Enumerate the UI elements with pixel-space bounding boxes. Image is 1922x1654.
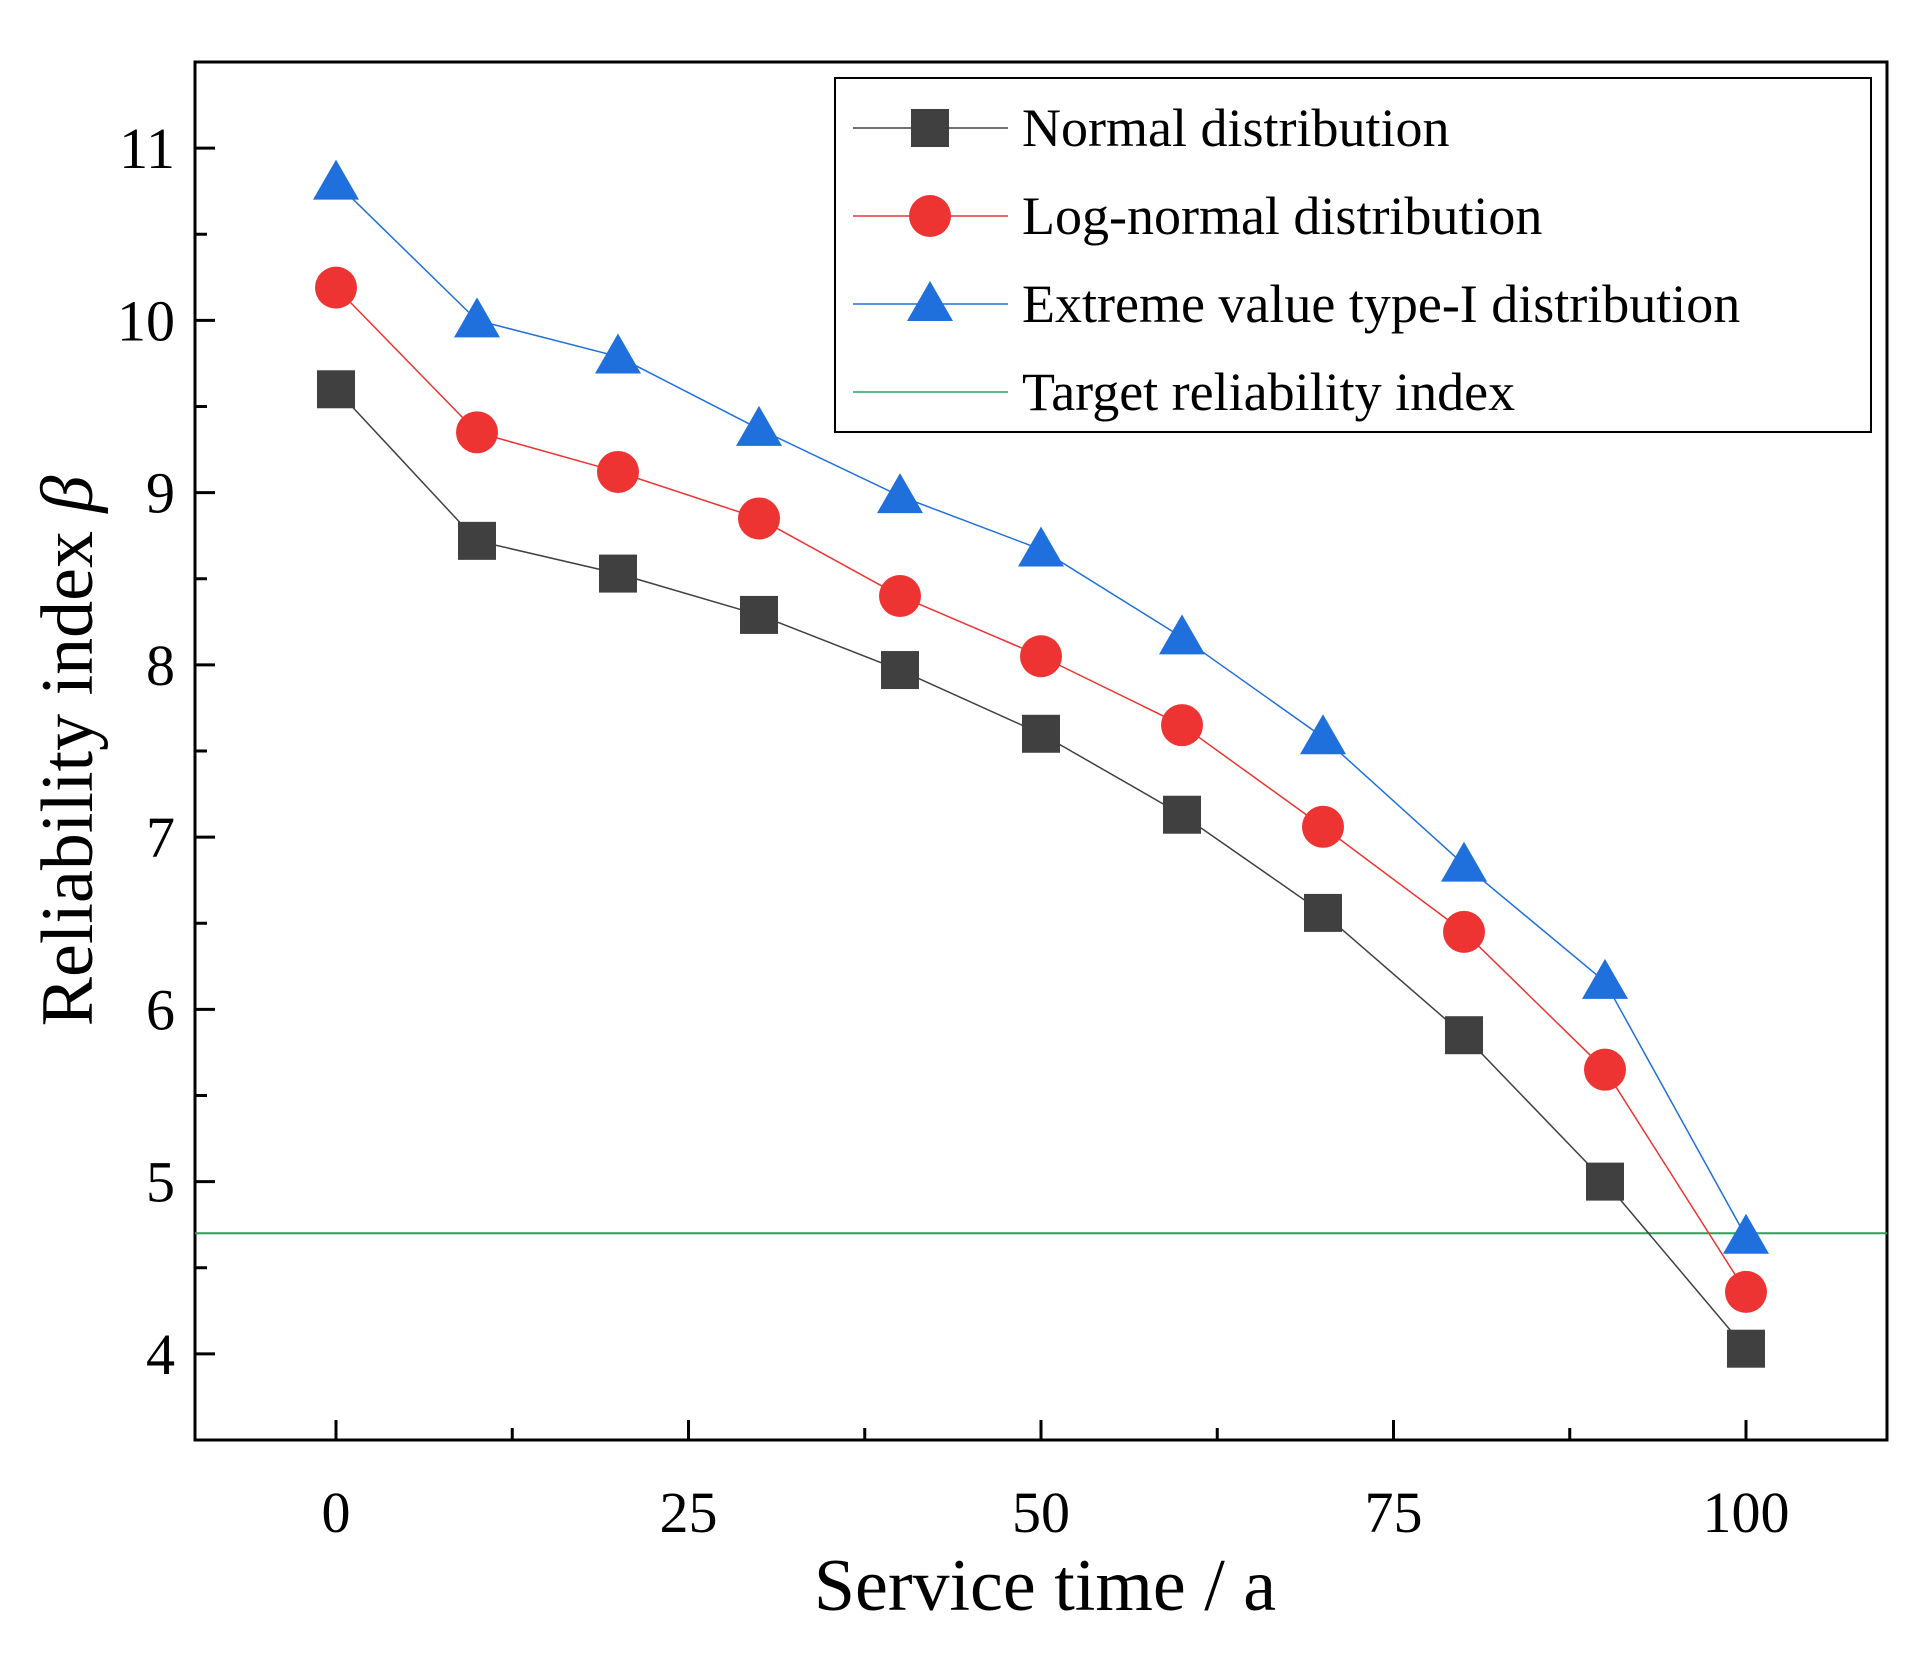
legend-label: Normal distribution: [1022, 98, 1449, 158]
y-tick-label: 4: [146, 1322, 175, 1387]
normal-distribution-point: [1022, 714, 1060, 753]
extreme-value-type-i-distribution-point: [1300, 714, 1346, 755]
log-normal-distribution-point: [456, 411, 498, 454]
legend-items: Normal distribution Log-normal distributi…: [853, 98, 1740, 422]
extreme-value-type-i-distribution-point: [1018, 526, 1064, 567]
x-tick-label: 50: [1012, 1480, 1070, 1545]
legend-swatch-marker: [907, 281, 953, 321]
x-axis-title: Service time / a: [814, 1545, 1276, 1627]
extreme-value-type-i-distribution-point: [1723, 1213, 1769, 1254]
x-tick-label: 25: [660, 1480, 718, 1545]
normal-distribution-point: [1304, 893, 1342, 932]
x-tick-label: 0: [322, 1480, 351, 1545]
legend-item-normal-distribution: Normal distribution: [853, 98, 1449, 158]
normal-distribution-point: [1586, 1162, 1624, 1201]
log-normal-distribution-series: [315, 266, 1767, 1313]
y-axis-ticks: 4 5 6 7 8 9 10 11: [117, 116, 215, 1387]
y-tick-label: 7: [146, 805, 175, 870]
normal-distribution-point: [881, 651, 919, 690]
extreme-value-type-i-distribution-point: [1159, 614, 1205, 655]
y-tick-label: 9: [146, 461, 175, 526]
y-axis-title: Reliability index β: [27, 476, 109, 1027]
extreme-value-type-i-distribution-point: [454, 297, 500, 338]
normal-distribution-point: [1445, 1016, 1483, 1055]
normal-distribution-point: [1727, 1329, 1765, 1368]
extreme-value-type-i-distribution-series: [313, 159, 1769, 1254]
legend-item-target-reliability-index: Target reliability index: [853, 362, 1515, 422]
legend-box: [834, 77, 1872, 433]
legend-label: Log-normal distribution: [1022, 186, 1542, 246]
log-normal-distribution-point: [1020, 635, 1062, 678]
extreme-value-type-i-distribution-point: [313, 159, 359, 200]
x-axis-ticks: 0 25 50 75 100: [322, 1420, 1790, 1545]
x-tick-label: 75: [1365, 1480, 1423, 1545]
normal-distribution-point: [599, 554, 637, 593]
log-normal-distribution-point: [315, 266, 357, 309]
legend-swatch-marker: [909, 195, 951, 237]
y-axis-title-symbol: β: [27, 476, 109, 515]
y-tick-label: 10: [117, 288, 175, 353]
log-normal-distribution-point: [1443, 910, 1485, 953]
log-normal-distribution-point: [1584, 1048, 1626, 1091]
extreme-value-type-i-distribution-point: [595, 333, 641, 374]
log-normal-distribution-point: [1725, 1270, 1767, 1313]
normal-distribution-point: [740, 595, 778, 634]
y-tick-label: 6: [146, 977, 175, 1042]
y-axis-title-text: Reliability index: [27, 513, 109, 1027]
legend-swatch-marker: [911, 109, 949, 147]
normal-distribution-point: [317, 370, 355, 409]
extreme-value-type-i-distribution-point: [877, 473, 923, 514]
x-tick-label: 100: [1703, 1480, 1790, 1545]
legend-item-log-normal-distribution: Log-normal distribution: [853, 186, 1542, 246]
legend-label: Extreme value type-I distribution: [1022, 274, 1740, 334]
series-layer: [313, 159, 1769, 1368]
legend-label: Target reliability index: [1022, 362, 1515, 422]
normal-distribution-series: [317, 370, 1765, 1368]
log-normal-distribution-point: [738, 497, 780, 540]
y-tick-label: 11: [119, 116, 175, 181]
normal-distribution-point: [458, 521, 496, 560]
extreme-value-type-i-distribution-point: [736, 405, 782, 446]
extreme-value-type-i-distribution-point: [1441, 841, 1487, 882]
log-normal-distribution-point: [1302, 805, 1344, 848]
y-tick-label: 8: [146, 633, 175, 698]
log-normal-distribution-point: [1161, 704, 1203, 747]
y-tick-label: 5: [146, 1150, 175, 1215]
normal-distribution-point: [1163, 795, 1201, 834]
legend-item-extreme-value-type-i-distribution: Extreme value type-I distribution: [853, 274, 1740, 334]
log-normal-distribution-point: [879, 574, 921, 617]
log-normal-distribution-point: [597, 450, 639, 493]
log-normal-distribution-line: [335, 287, 1747, 1293]
legend: Normal distribution Log-normal distributi…: [834, 77, 1872, 433]
extreme-value-type-i-distribution-point: [1582, 958, 1628, 999]
